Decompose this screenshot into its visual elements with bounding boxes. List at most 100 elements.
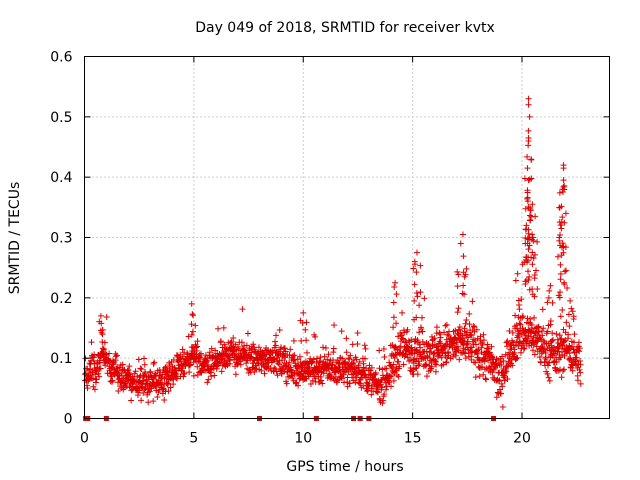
data-point — [526, 113, 533, 120]
data-point — [84, 385, 91, 392]
x-tick-label: 20 — [513, 431, 531, 447]
data-point — [531, 272, 538, 279]
data-point — [276, 327, 283, 334]
data-point — [353, 356, 360, 363]
data-point — [473, 326, 480, 333]
data-point — [281, 353, 288, 360]
data-point — [526, 217, 533, 224]
data-point — [320, 344, 327, 351]
data-point — [206, 349, 213, 356]
data-point — [187, 361, 194, 368]
data-point — [561, 268, 568, 275]
data-point — [141, 386, 148, 393]
data-point — [488, 343, 495, 350]
data-point — [363, 379, 370, 386]
data-point — [106, 350, 113, 357]
data-point — [93, 376, 100, 383]
data-point — [95, 370, 102, 377]
data-point — [455, 271, 462, 278]
data-point — [526, 273, 533, 280]
data-point — [341, 379, 348, 386]
data-point — [526, 176, 533, 183]
data-point — [232, 371, 239, 378]
data-point — [557, 261, 564, 268]
data-point — [317, 354, 324, 361]
data-point — [90, 383, 97, 390]
data-point — [577, 369, 584, 376]
data-point — [335, 367, 342, 374]
data-point — [569, 308, 576, 315]
data-point — [383, 365, 390, 372]
data-point — [559, 186, 566, 193]
grid-lines — [84, 56, 610, 419]
data-point — [344, 383, 351, 390]
data-point — [404, 354, 411, 361]
data-point — [185, 333, 192, 340]
data-point — [539, 332, 546, 339]
data-point — [258, 367, 265, 374]
data-point — [360, 382, 367, 389]
data-point — [325, 365, 332, 372]
data-point — [433, 324, 440, 331]
data-point — [567, 345, 574, 352]
data-point — [523, 276, 530, 283]
data-point — [530, 255, 537, 262]
data-point — [128, 387, 135, 394]
data-point — [549, 299, 556, 306]
data-point — [343, 349, 350, 356]
data-point — [239, 306, 246, 313]
data-point — [395, 358, 402, 365]
data-point — [408, 336, 415, 343]
data-point — [338, 375, 345, 382]
data-point — [556, 294, 563, 301]
data-point — [188, 321, 195, 328]
data-point — [269, 347, 276, 354]
data-point — [189, 328, 196, 335]
data-point — [454, 268, 461, 275]
data-point — [561, 366, 567, 373]
data-point — [379, 366, 386, 373]
data-point — [522, 235, 529, 242]
data-point — [310, 356, 317, 363]
data-point — [146, 388, 153, 395]
data-point — [461, 291, 468, 298]
data-point — [194, 372, 201, 379]
data-point — [321, 353, 328, 360]
data-point — [557, 242, 564, 249]
data-point — [565, 331, 572, 338]
data-point — [456, 356, 463, 363]
data-point — [576, 348, 583, 355]
data-point — [272, 342, 279, 349]
data-point — [273, 368, 280, 375]
data-point — [576, 345, 583, 352]
data-point — [524, 165, 531, 172]
data-point — [290, 337, 297, 344]
data-point — [99, 327, 106, 334]
data-point — [376, 365, 383, 372]
data-point — [547, 282, 554, 289]
data-point — [249, 365, 256, 372]
axis-ticks — [84, 56, 610, 419]
data-point — [454, 283, 461, 290]
data-point — [457, 240, 464, 247]
data-point — [227, 357, 234, 364]
y-tick-label: 0.1 — [50, 351, 72, 367]
data-point — [514, 270, 521, 277]
data-point — [460, 342, 467, 349]
data-point — [490, 356, 497, 363]
data-point — [391, 284, 398, 291]
data-point — [452, 352, 459, 359]
data-point — [186, 369, 193, 376]
data-point — [260, 360, 267, 367]
data-point — [520, 313, 527, 320]
data-point — [278, 344, 285, 351]
data-point — [126, 363, 133, 370]
data-point — [103, 313, 110, 320]
data-point — [475, 346, 482, 353]
data-point — [525, 101, 532, 108]
x-tick-label: 15 — [404, 431, 422, 447]
data-point — [408, 344, 415, 351]
data-point — [577, 380, 584, 387]
data-point — [399, 309, 406, 316]
data-point — [501, 377, 508, 384]
